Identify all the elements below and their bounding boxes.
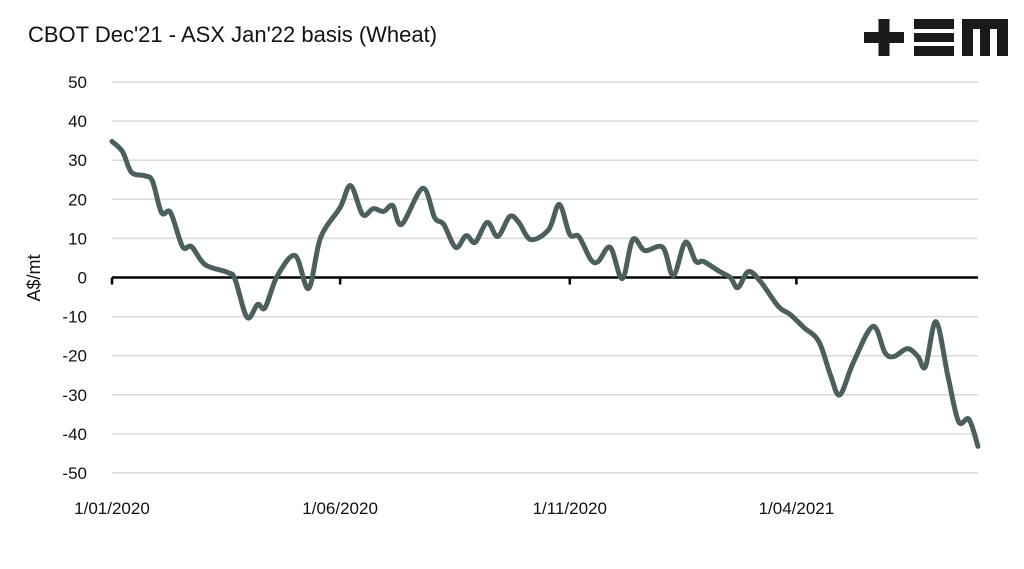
y-tick-label: -10 (62, 308, 87, 327)
gridlines (112, 81, 978, 474)
y-tick-label: 10 (68, 229, 87, 248)
y-tick-label: 0 (78, 269, 87, 288)
tem-logo (864, 19, 1008, 56)
y-tick-label: -40 (62, 425, 87, 444)
y-tick-label: 40 (68, 112, 87, 131)
chart-title: CBOT Dec'21 - ASX Jan'22 basis (Wheat) (28, 22, 438, 47)
y-axis-ticks: 50 40 30 20 10 0 -10 -20 -30 -40 -50 (62, 73, 87, 483)
y-tick-label: 50 (68, 73, 87, 92)
x-tick-label: 1/11/2020 (533, 499, 607, 518)
y-axis-label: A$/mt (24, 254, 44, 301)
y-tick-label: 20 (68, 190, 87, 209)
x-axis-ticks: 1/01/2020 1/06/2020 1/11/2020 1/04/2021 (74, 277, 835, 518)
x-tick-label: 1/04/2021 (759, 499, 835, 518)
y-tick-label: -20 (62, 347, 87, 366)
series-line-basis (109, 138, 981, 449)
x-tick-label: 1/01/2020 (74, 499, 150, 518)
y-tick-label: -30 (62, 386, 87, 405)
x-tick-label: 1/06/2020 (302, 499, 378, 518)
y-tick-label: -50 (62, 464, 87, 483)
y-tick-label: 30 (68, 151, 87, 170)
